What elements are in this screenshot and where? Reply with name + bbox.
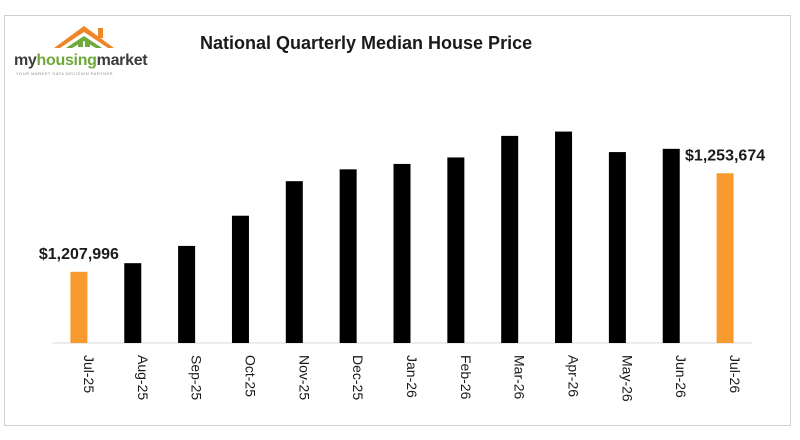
bar-oct-25 <box>231 215 249 343</box>
bar-may-26 <box>608 152 626 343</box>
bar-apr-26 <box>555 131 573 343</box>
x-tick-label: Jul-26 <box>727 355 743 393</box>
x-tick-label: Jul-25 <box>81 355 97 393</box>
x-tick-label: Aug-25 <box>135 355 151 400</box>
logo-word-housing: housing <box>36 52 97 69</box>
house-roof-icon <box>54 26 114 48</box>
logo: myhousingmarket YOUR MARKET DATA DECISIO… <box>14 22 164 82</box>
bar-aug-25 <box>124 263 142 343</box>
chart-title: National Quarterly Median House Price <box>200 33 533 53</box>
bar-jul-25 <box>70 271 88 343</box>
logo-wordmark: myhousingmarket <box>14 52 148 70</box>
x-tick-label: Sep-25 <box>189 355 205 400</box>
bar-feb-26 <box>447 157 465 343</box>
data-label: $1,253,674 <box>685 147 765 164</box>
bar-mar-26 <box>501 135 519 343</box>
x-tick-label: Nov-25 <box>296 355 312 400</box>
x-tick-label: Oct-25 <box>242 355 258 397</box>
x-tick-label: Jan-26 <box>404 355 420 398</box>
logo-word-my: my <box>14 52 37 69</box>
x-tick-label: Dec-25 <box>350 355 366 400</box>
x-tick-label: Jun-26 <box>673 355 689 398</box>
bar-jul-26 <box>716 173 734 343</box>
logo-word-market: market <box>96 52 148 69</box>
x-tick-label: Mar-26 <box>512 355 528 400</box>
bar-nov-25 <box>285 181 303 343</box>
data-label: $1,207,996 <box>39 246 119 263</box>
bar-jun-26 <box>662 148 680 343</box>
bar-dec-25 <box>339 169 357 343</box>
bar-sep-25 <box>178 245 196 343</box>
x-tick-label: Apr-26 <box>566 355 582 397</box>
x-tick-label: May-26 <box>619 355 635 402</box>
x-tick-label: Feb-26 <box>458 355 474 400</box>
logo-tagline: YOUR MARKET DATA DECISION PARTNER <box>16 71 114 76</box>
bar-jan-26 <box>393 163 411 343</box>
